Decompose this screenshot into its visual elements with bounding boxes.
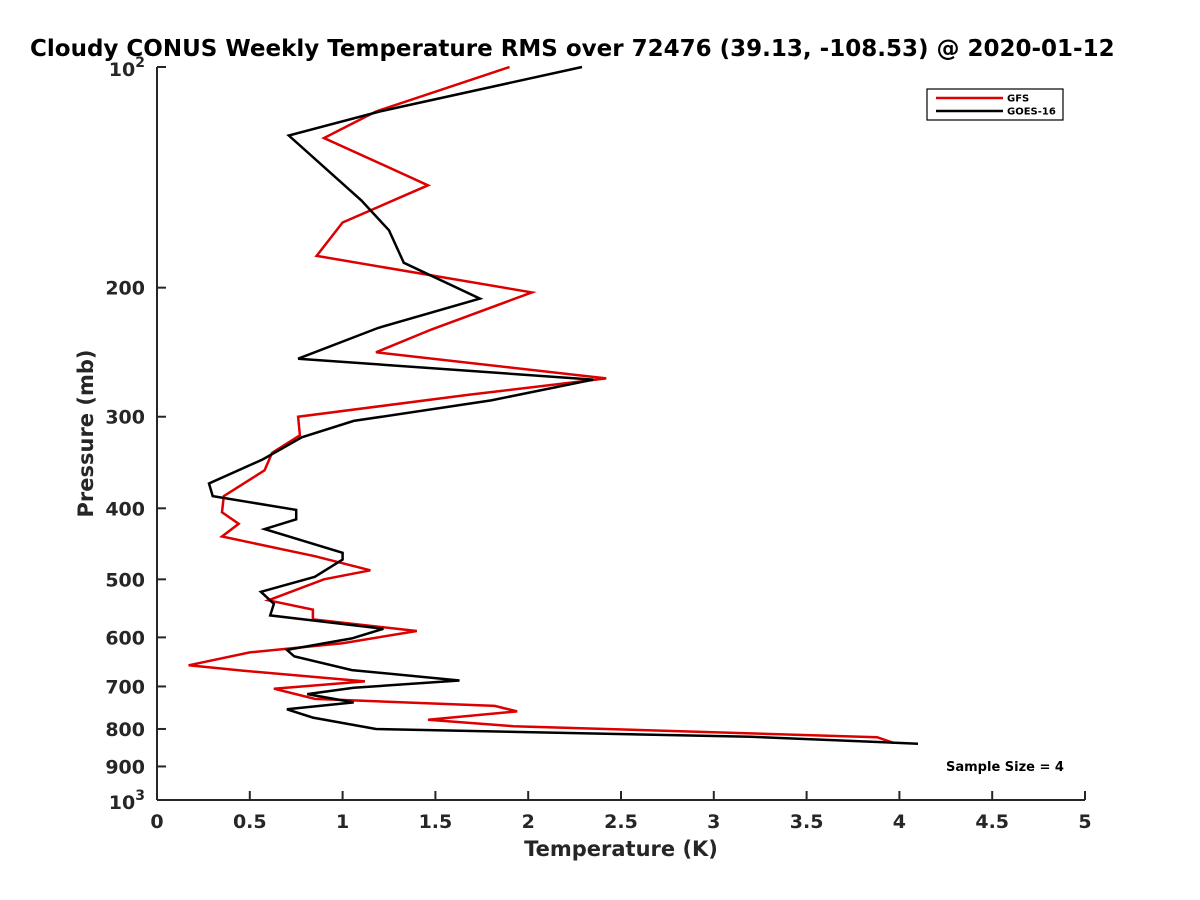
x-tick-label: 3.5: [790, 811, 824, 833]
y-tick-label: 800: [105, 719, 145, 741]
x-tick-label: 4: [893, 811, 906, 833]
x-tick-label: 3: [707, 811, 720, 833]
x-axis-ticks: 0 0.5 1 1.5 2 2.5 3 3.5 4 4.5 5: [150, 791, 1092, 833]
y-tick-label: 700: [105, 676, 145, 698]
series-lines: [188, 65, 919, 745]
series-line-gfs: [188, 65, 895, 745]
x-tick-label: 2: [522, 811, 535, 833]
y-tick-label: 900: [105, 756, 145, 778]
y-axis-label: Pressure (mb): [74, 350, 98, 518]
legend-box: [926, 88, 1064, 121]
plot-area: 0 0.5 1 1.5 2 2.5 3 3.5 4 4.5 5 200 300 400 500 600 700…: [105, 55, 1091, 833]
legend-label: GFS: [1007, 94, 1029, 105]
legend-label: GOES-16: [1007, 107, 1056, 118]
y-tick-label: 200: [105, 278, 145, 300]
x-tick-label: 2.5: [604, 811, 638, 833]
sample-size-annotation: Sample Size = 4: [946, 760, 1064, 775]
x-tick-label: 0.5: [233, 811, 267, 833]
x-tick-label: 1.5: [419, 811, 453, 833]
y-tick-label: 400: [105, 498, 145, 520]
y-tick-label: 500: [105, 569, 145, 591]
y-tick-label-bottom: 103: [109, 788, 145, 814]
x-axis-label: Temperature (K): [524, 837, 718, 861]
x-tick-label: 0: [150, 811, 163, 833]
x-tick-label: 5: [1078, 811, 1091, 833]
legend: GFS GOES-16: [926, 88, 1064, 121]
chart-title: Cloudy CONUS Weekly Temperature RMS over…: [30, 36, 1115, 62]
x-tick-label: 1: [336, 811, 349, 833]
y-tick-label: 300: [105, 407, 145, 429]
y-tick-label: 600: [105, 627, 145, 649]
y-tick-label-top: 102: [109, 55, 145, 81]
series-line-goes-16: [207, 65, 919, 745]
y-axis-ticks: 200 300 400 500 600 700 800 900 102 103: [105, 55, 166, 814]
x-tick-label: 4.5: [975, 811, 1009, 833]
